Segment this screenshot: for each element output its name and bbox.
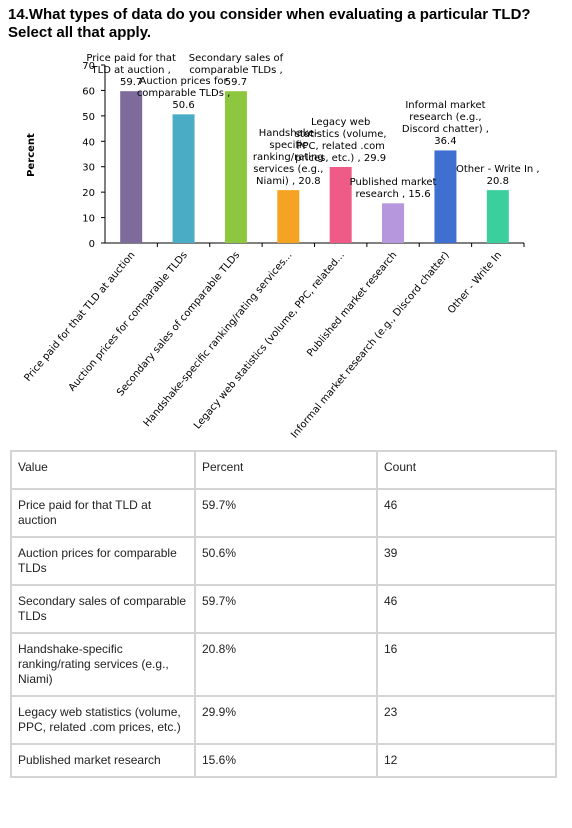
y-tick-label: 60 bbox=[82, 86, 95, 97]
y-tick-label: 10 bbox=[82, 214, 95, 225]
y-tick-label: 0 bbox=[89, 239, 95, 250]
table-cell: Legacy web statistics (volume, PPC, rela… bbox=[10, 695, 196, 745]
table-cell: Published market research bbox=[10, 743, 196, 778]
table-cell: Secondary sales of comparable TLDs bbox=[10, 584, 196, 634]
data-label: Auction prices for comparable TLDs , 50.… bbox=[136, 76, 231, 112]
table-cell: 46 bbox=[376, 584, 557, 634]
data-label: Price paid for that TLD at auction , 59.… bbox=[86, 53, 176, 89]
header-cell: Value bbox=[10, 450, 196, 490]
table-cell: 50.6% bbox=[194, 536, 378, 586]
table-cell: Handshake-specific ranking/rating servic… bbox=[10, 632, 196, 697]
table-cell: 29.9% bbox=[194, 695, 378, 745]
table-body: Price paid for that TLD at auction 59.7% 4… bbox=[10, 488, 557, 778]
y-tick-label: 70 bbox=[82, 61, 95, 72]
y-tick-label: 40 bbox=[82, 137, 95, 148]
y-axis-label: Percent bbox=[26, 133, 37, 177]
y-tick-label: 20 bbox=[82, 188, 95, 199]
table-cell: 59.7% bbox=[194, 584, 378, 634]
table-cell: 59.7% bbox=[194, 488, 378, 538]
table-cell: 23 bbox=[376, 695, 557, 745]
table-cell: 15.6% bbox=[194, 743, 378, 778]
bar bbox=[382, 203, 405, 243]
x-tick-label: Published market research bbox=[305, 250, 399, 359]
table-cell: Price paid for that TLD at auction bbox=[10, 488, 196, 538]
table-cell: 16 bbox=[376, 632, 557, 697]
table-header: Value Percent Count bbox=[10, 450, 557, 490]
data-label: Secondary sales of comparable TLDs , 59.… bbox=[188, 53, 284, 89]
data-label: Handshake-specific ranking/rating servic… bbox=[252, 128, 324, 188]
y-tick-label: 30 bbox=[82, 163, 95, 174]
x-tick-label: Price paid for that TLD at auction bbox=[23, 250, 138, 384]
bar bbox=[120, 91, 143, 243]
data-table: Value Percent Count Price paid for that TL… bbox=[10, 450, 557, 778]
data-label: Informal market research (e.g., Discord … bbox=[401, 100, 489, 148]
bar bbox=[434, 150, 457, 243]
chart-title: 14.What types of data do you consider wh… bbox=[8, 6, 531, 41]
table-row: Legacy web statistics (volume, PPC, rela… bbox=[10, 695, 557, 745]
bar bbox=[329, 166, 352, 243]
header-cell: Count bbox=[376, 450, 557, 490]
table-row: Handshake-specific ranking/rating servic… bbox=[10, 632, 557, 697]
table-row: Auction prices for comparable TLDs 50.6% 3… bbox=[10, 536, 557, 586]
header-cell: Percent bbox=[194, 450, 378, 490]
x-tick-label: Other - Write In bbox=[446, 250, 504, 316]
chart: Percent 0 10 20 30 40 50 60 70 Price paid for th… bbox=[23, 61, 525, 440]
table-cell: 46 bbox=[376, 488, 557, 538]
table-cell: 39 bbox=[376, 536, 557, 586]
x-tick-label: Auction prices for comparable TLDs bbox=[67, 250, 190, 394]
table-row: Published market research 15.6% 12 bbox=[10, 743, 557, 778]
data-label: Other - Write In , 20.8 bbox=[456, 164, 540, 188]
bar bbox=[277, 190, 300, 243]
table-cell: 12 bbox=[376, 743, 557, 778]
bar bbox=[172, 114, 195, 244]
data-label: Legacy web statistics (volume, PPC, rela… bbox=[294, 116, 387, 164]
bar bbox=[486, 190, 509, 243]
data-label: Published market research , 15.6 bbox=[349, 177, 437, 201]
table-cell: Auction prices for comparable TLDs bbox=[10, 536, 196, 586]
table-row: Price paid for that TLD at auction 59.7% 4… bbox=[10, 488, 557, 538]
table-cell: 20.8% bbox=[194, 632, 378, 697]
bar bbox=[224, 91, 247, 243]
y-tick-label: 50 bbox=[82, 112, 95, 123]
table-row: Secondary sales of comparable TLDs 59.7% 4… bbox=[10, 584, 557, 634]
